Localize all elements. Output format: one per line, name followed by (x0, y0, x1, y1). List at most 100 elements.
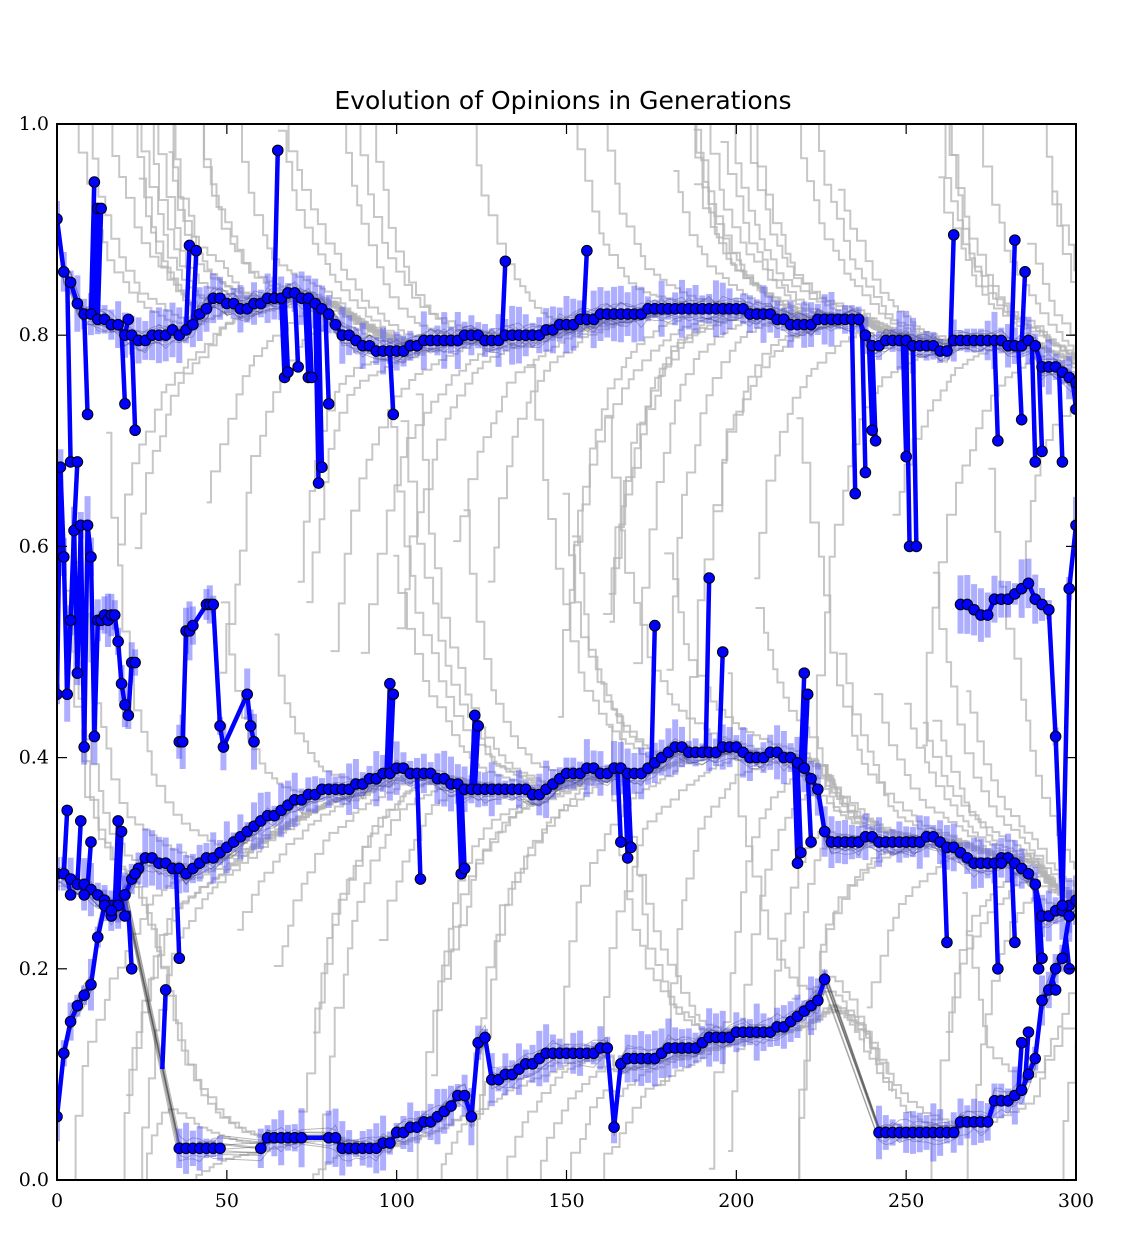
data-point (941, 345, 953, 357)
dense-trace-line (57, 753, 1076, 929)
trace-line (926, 871, 1076, 1180)
data-point (1022, 867, 1035, 880)
spike-line (173, 868, 182, 959)
spike-line (615, 768, 624, 843)
data-point (981, 609, 994, 621)
spike-point (625, 841, 637, 854)
spike-line (472, 725, 481, 790)
spike-point (621, 852, 634, 864)
axes: 0 50 100 150 200 250 300 0.0 0.2 0.4 0.6 0.8 1.0 (19, 113, 1094, 1212)
y-tick-label: 1.0 (19, 113, 49, 135)
spike-line (805, 773, 814, 843)
data-point (818, 973, 831, 986)
spike-line (387, 350, 396, 415)
data-point (57, 461, 67, 473)
trace-line (892, 344, 1076, 516)
spike-line (717, 651, 725, 750)
data-point (458, 1089, 471, 1102)
y-tick-label: 0.8 (19, 324, 49, 346)
spike-point (798, 667, 811, 679)
data-point (214, 720, 226, 732)
spike-point (947, 229, 960, 241)
x-tick-label: 300 (1058, 1190, 1094, 1212)
spike-point (88, 176, 101, 188)
spike-point (85, 836, 97, 848)
spike-point (414, 873, 427, 885)
spike-point (122, 313, 135, 326)
trace-line (922, 355, 1076, 747)
spike-point (292, 361, 304, 373)
dense-trace-line (57, 899, 1070, 1163)
spike-line (88, 182, 97, 315)
plot-area (57, 124, 1076, 1180)
spike-line (992, 863, 1001, 969)
spike-point (716, 646, 729, 658)
spike-line (1009, 240, 1018, 346)
data-point (88, 730, 101, 743)
data-point (64, 1015, 77, 1028)
spike-line (649, 625, 658, 766)
spike-line (798, 673, 807, 766)
spike-line (1016, 345, 1024, 420)
spike-point (859, 466, 872, 479)
spike-point (316, 461, 328, 474)
x-tick-label: 50 (215, 1190, 239, 1212)
data-point (244, 720, 257, 732)
spike-point (129, 867, 141, 880)
spike-line (75, 820, 84, 885)
x-tick-label: 100 (379, 1190, 415, 1212)
data-point (1022, 577, 1035, 590)
spike-point (271, 144, 284, 157)
data-point (384, 1137, 396, 1149)
data-point (214, 1142, 226, 1155)
x-tick-label: 200 (718, 1190, 754, 1212)
data-point (200, 303, 213, 315)
spike-point (173, 952, 186, 965)
spike-line (115, 831, 124, 906)
spike-point (159, 984, 172, 996)
spike-line (499, 261, 508, 338)
data-point (187, 619, 199, 632)
trace-line (1027, 242, 1076, 336)
trace-line (988, 467, 1076, 870)
spike-point (910, 540, 923, 553)
spike-line (190, 250, 199, 325)
spike-line (1036, 356, 1045, 452)
data-point (1015, 1084, 1028, 1097)
spike-point (499, 255, 512, 268)
data-point (78, 989, 90, 1002)
spike-point (1009, 234, 1021, 246)
trace-line (469, 752, 726, 1127)
x-tick-label: 150 (548, 1190, 584, 1212)
spike-point (105, 904, 118, 917)
spike-point (384, 677, 396, 690)
data-point (241, 688, 254, 701)
spike-line (458, 786, 467, 869)
dense-trace-line (57, 209, 1076, 373)
spike-point (387, 408, 400, 421)
data-point (71, 297, 84, 310)
spike-line (866, 340, 875, 431)
spike-line (414, 773, 423, 880)
spike-point (472, 720, 484, 732)
data-point (57, 1047, 70, 1060)
data-point (112, 635, 124, 648)
data-point (71, 667, 84, 679)
spike-line (183, 245, 192, 331)
data-point (812, 994, 824, 1007)
data-point (129, 656, 141, 669)
spike-line (282, 295, 291, 373)
data-point (329, 318, 342, 331)
spike-point (795, 846, 807, 859)
spike-line (1029, 343, 1038, 462)
spike-point (703, 572, 715, 584)
spike-line (81, 314, 90, 415)
spike-point (791, 857, 804, 870)
data-point (71, 999, 84, 1012)
spike-line (160, 989, 168, 1070)
data-point (64, 614, 77, 627)
data-point (608, 1121, 620, 1133)
spike-point (1015, 1036, 1028, 1049)
data-point (601, 1042, 614, 1054)
